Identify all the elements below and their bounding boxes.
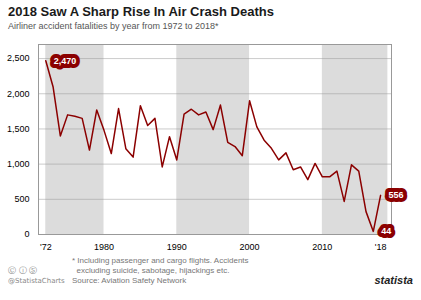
html-text:@StatistaCharts: @StatistaCharts — [8, 277, 65, 285]
svg-text:'72: '72 — [40, 242, 52, 252]
svg-text:1990: 1990 — [167, 242, 187, 252]
svg-text:0: 0 — [24, 229, 29, 239]
html-text:Source: Aviation Safety Networ: Source: Aviation Safety Network — [72, 276, 187, 285]
svg-text:2000: 2000 — [240, 242, 260, 252]
html-text:excluding suicide, sabotage, h: excluding suicide, sabotage, hijackings … — [72, 266, 230, 275]
svg-text:'18: '18 — [375, 242, 387, 252]
html-text:* Including passenger and carg: * Including passenger and cargo flights.… — [72, 256, 249, 265]
svg-text:44: 44 — [381, 226, 391, 236]
svg-text:2010: 2010 — [312, 242, 332, 252]
svg-text:500: 500 — [14, 194, 29, 204]
svg-text:1,500: 1,500 — [7, 124, 30, 134]
html-text:statista: statista — [374, 274, 413, 286]
svg-text:1,000: 1,000 — [7, 159, 30, 169]
html-text:Airliner accident fatalities b: Airliner accident fatalities by year fro… — [8, 21, 219, 31]
svg-text:2,000: 2,000 — [7, 89, 30, 99]
svg-text:556: 556 — [389, 190, 404, 200]
svg-text:1980: 1980 — [94, 242, 114, 252]
svg-text:2,470: 2,470 — [54, 56, 77, 66]
html-text:2018 Saw A Sharp Rise In Air C: 2018 Saw A Sharp Rise In Air Crash Death… — [8, 4, 274, 19]
svg-text:2,500: 2,500 — [7, 53, 30, 63]
